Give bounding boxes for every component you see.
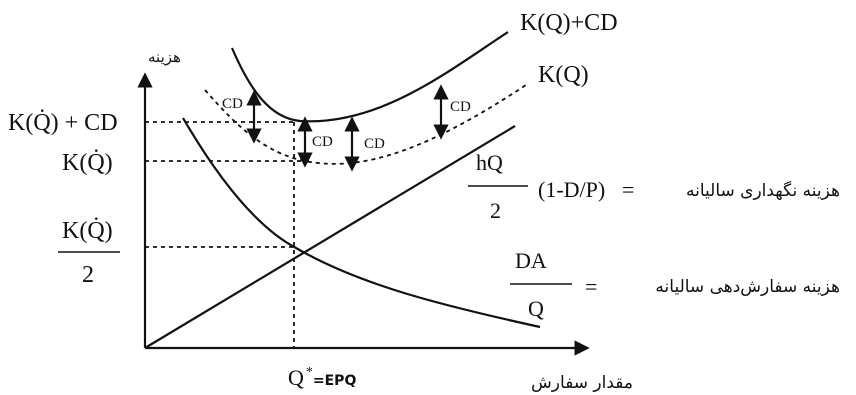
- holding-formula-denominator: 2: [490, 198, 501, 223]
- total-plus-cd-curve: [230, 31, 509, 123]
- ordering-formula-numerator: DA: [515, 248, 547, 273]
- curve-label-total: K(Q): [538, 62, 589, 88]
- holding-formula-factor: (1-D/P): [538, 177, 605, 202]
- holding-formula-numerator: hQ: [476, 150, 503, 175]
- q-star-label: Q *=EPQ: [288, 365, 356, 390]
- cd-label-1: CD: [222, 96, 243, 112]
- y-label-k-half-denominator: 2: [82, 262, 94, 288]
- y-label-k: K(Q̇): [62, 149, 113, 176]
- y-label-k-plus-cd: K(Q̇) + CD: [8, 109, 118, 136]
- x-axis-label: مقدار سفارش: [531, 373, 633, 393]
- holding-formula-label: هزینه نگهداری سالیانه: [686, 180, 840, 201]
- ordering-cost-curve: [182, 117, 541, 329]
- y-axis-label: هزینه: [148, 48, 181, 66]
- holding-cost-line: [144, 125, 516, 349]
- cd-label-3: CD: [364, 136, 385, 152]
- ordering-formula-label: هزینه سفارش‌دهی سالیانه: [655, 277, 840, 297]
- y-label-k-half-numerator: K(Q̇): [62, 217, 113, 244]
- curve-label-total-plus-cd: K(Q)+CD: [520, 10, 618, 36]
- ordering-formula-denominator: Q: [528, 296, 544, 321]
- cd-label-2: CD: [312, 134, 333, 150]
- holding-formula-equals: =: [622, 177, 634, 202]
- ordering-formula-equals: =: [585, 274, 597, 299]
- cd-label-4: CD: [450, 99, 471, 115]
